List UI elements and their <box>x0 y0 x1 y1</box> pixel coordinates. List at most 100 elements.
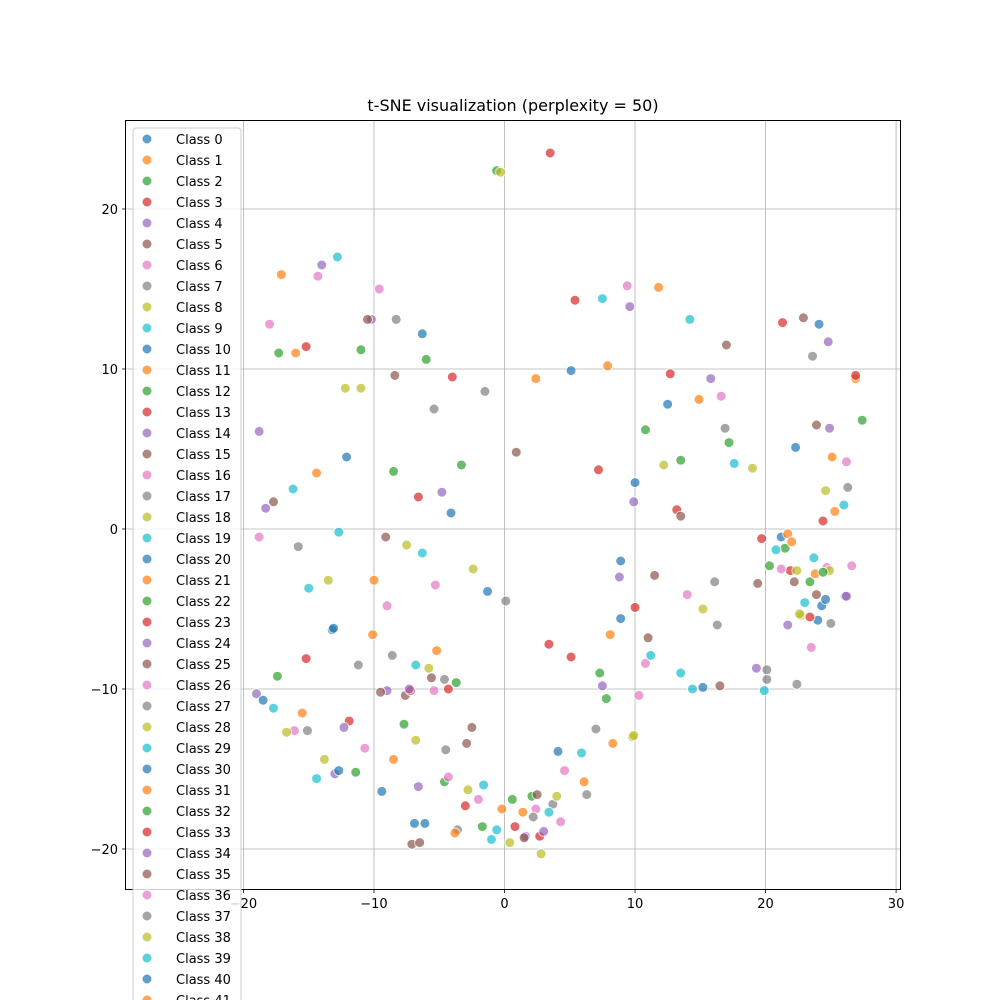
data-point <box>649 569 661 581</box>
data-point <box>445 507 457 519</box>
data-point <box>662 398 674 410</box>
legend-entry-label: Class 10 <box>176 343 231 358</box>
data-point <box>578 776 590 788</box>
legend-marker <box>141 196 153 208</box>
data-point <box>253 425 265 437</box>
data-point <box>633 689 645 701</box>
legend-entry-label: Class 37 <box>176 910 231 925</box>
data-point <box>639 424 651 436</box>
legend-marker <box>141 175 153 187</box>
legend-marker <box>141 994 153 1000</box>
legend-marker <box>141 826 153 838</box>
legend-entry-label: Class 40 <box>176 973 231 988</box>
x-tick-label: 30 <box>888 897 905 912</box>
data-point <box>600 693 612 705</box>
data-point <box>813 318 825 330</box>
data-point <box>428 685 440 697</box>
data-point <box>817 566 829 578</box>
data-point <box>624 301 636 313</box>
data-point <box>565 651 577 663</box>
data-point <box>820 485 832 497</box>
legend-marker <box>141 469 153 481</box>
legend-entry-label: Class 23 <box>176 616 231 631</box>
data-point <box>311 773 323 785</box>
legend-entry-label: Class 16 <box>176 469 231 484</box>
data-point <box>613 571 625 583</box>
data-point <box>388 465 400 477</box>
data-point <box>260 502 272 514</box>
legend-marker <box>141 889 153 901</box>
data-point <box>551 790 563 802</box>
data-point <box>355 344 367 356</box>
data-point <box>450 677 462 689</box>
data-point <box>311 467 323 479</box>
data-point <box>770 544 782 556</box>
data-point <box>747 462 759 474</box>
data-point <box>714 680 726 692</box>
data-point <box>590 723 602 735</box>
data-point <box>711 619 723 631</box>
legend-entry-label: Class 25 <box>176 658 231 673</box>
data-point <box>253 531 265 543</box>
data-point <box>621 280 633 292</box>
data-point <box>543 806 555 818</box>
data-point <box>485 833 497 845</box>
data-point <box>628 496 640 508</box>
data-point <box>361 313 373 325</box>
data-point <box>804 611 816 623</box>
data-point <box>290 347 302 359</box>
data-point <box>604 629 616 641</box>
data-point <box>840 456 852 468</box>
data-point <box>380 531 392 543</box>
legend-box <box>132 127 242 1000</box>
x-tick-label: 20 <box>757 897 774 912</box>
data-point <box>805 641 817 653</box>
data-point <box>592 464 604 476</box>
data-point <box>594 667 606 679</box>
legend-entry-label: Class 14 <box>176 427 231 442</box>
data-points <box>251 147 868 860</box>
y-tick-label: 10 <box>101 363 118 378</box>
data-point <box>267 702 279 714</box>
legend-marker <box>141 700 153 712</box>
legend-entry-label: Class 8 <box>176 301 223 316</box>
data-point <box>461 737 473 749</box>
y-tick-label: −20 <box>91 843 118 858</box>
data-point <box>518 832 530 844</box>
legend-marker <box>141 238 153 250</box>
legend-marker <box>141 637 153 649</box>
data-point <box>596 680 608 692</box>
data-point <box>607 737 619 749</box>
data-point <box>267 496 279 508</box>
data-point <box>438 673 450 685</box>
data-point <box>664 368 676 380</box>
legend-marker <box>141 574 153 586</box>
data-point <box>301 725 313 737</box>
data-point <box>410 734 422 746</box>
data-point <box>628 729 640 741</box>
legend-marker <box>141 553 153 565</box>
legend-entry-label: Class 24 <box>176 637 231 652</box>
data-point <box>496 803 508 815</box>
data-point <box>281 726 293 738</box>
legend-entry-label: Class 7 <box>176 280 223 295</box>
data-point <box>479 385 491 397</box>
data-point <box>697 603 709 615</box>
data-point <box>825 617 837 629</box>
data-point <box>645 649 657 661</box>
data-point <box>538 825 550 837</box>
legend-entry-label: Class 33 <box>176 826 231 841</box>
legend-marker <box>141 364 153 376</box>
legend-entry-label: Class 18 <box>176 511 231 526</box>
data-point <box>338 721 350 733</box>
data-point <box>531 789 543 801</box>
data-point <box>629 477 641 489</box>
legend-marker <box>141 532 153 544</box>
data-point <box>535 848 547 860</box>
data-point <box>822 336 834 348</box>
legend-marker <box>141 868 153 880</box>
data-point <box>425 672 437 684</box>
data-point <box>476 821 488 833</box>
data-point <box>318 753 330 765</box>
data-point <box>292 541 304 553</box>
